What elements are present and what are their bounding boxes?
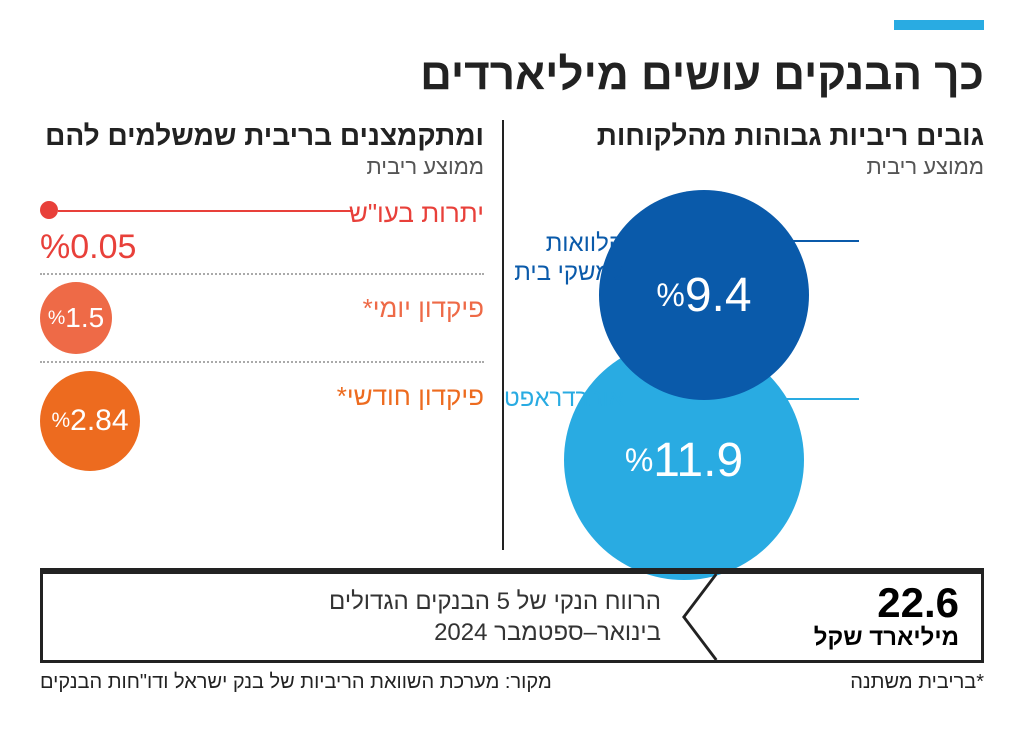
rate-circle: 1.5% (40, 282, 112, 354)
rate-circle-wrap: 2.84% (40, 371, 140, 471)
chevron-icon (681, 574, 721, 660)
right-title: גובים ריביות גבוהות מהלקוחות (504, 120, 984, 152)
bubble-value: 9.4 (685, 268, 752, 323)
percent-sign: % (656, 277, 684, 314)
leader-line (764, 240, 859, 242)
rate-value: 1.5 (65, 302, 104, 334)
callout-desc-line1: הרווח הנקי של 5 הבנקים הגדולים (63, 586, 661, 617)
percent-sign: % (51, 409, 70, 433)
rate-value: 2.84 (70, 404, 128, 438)
rate-circle-wrap: 1.5% (40, 282, 112, 354)
bubble-label-loans: הלוואותלמשקי בית (514, 230, 624, 288)
left-subtitle: ממוצע ריבית (40, 154, 484, 180)
callout-value: 22.6 (743, 582, 959, 624)
callout-unit: מיליארד שקל (743, 624, 959, 652)
bubble-chart: 11.9%9.4%הלוואותלמשקי ביתאוברדראפט (504, 190, 984, 570)
rate-rows: יתרות בעו"ש0.05%פיקדון יומי*1.5%פיקדון ח… (40, 180, 484, 479)
bubble-label-overdraft: אוברדראפט (504, 385, 624, 414)
rate-label: פיקדון יומי* (363, 293, 484, 324)
rate-leader-line (58, 210, 353, 212)
accent-bar (894, 20, 984, 30)
bubble-value: 11.9 (653, 433, 743, 488)
footnote-right: *בריבית משתנה (850, 671, 984, 694)
callout-value-box: 22.6 מיליארד שקל (721, 574, 981, 660)
right-column: גובים ריביות גבוהות מהלקוחות ממוצע ריבית… (504, 120, 984, 560)
footnote-left: מקור: מערכת השוואת הריביות של בנק ישראל … (40, 671, 552, 694)
left-title: ומתקמצנים בריבית שמשלמים להם (40, 120, 484, 152)
percent-sign: % (48, 307, 65, 330)
main-title: כך הבנקים עושים מיליארדים (40, 50, 984, 100)
rate-label: יתרות בעו"ש (349, 198, 484, 229)
rate-circle-wrap (40, 201, 58, 219)
columns: גובים ריביות גבוהות מהלקוחות ממוצע ריבית… (40, 120, 984, 560)
percent-sign: % (625, 442, 653, 479)
rate-circle: 2.84% (40, 371, 140, 471)
bubble-loans: 9.4% (599, 190, 809, 400)
rate-label: פיקדון חודשי* (337, 381, 484, 412)
callout-desc: הרווח הנקי של 5 הבנקים הגדולים בינואר–ספ… (43, 574, 681, 660)
footnotes: *בריבית משתנה מקור: מערכת השוואת הריביות… (40, 671, 984, 694)
right-subtitle: ממוצע ריבית (504, 154, 984, 180)
profit-callout: 22.6 מיליארד שקל הרווח הנקי של 5 הבנקים … (40, 568, 984, 663)
rate-row-monthly: פיקדון חודשי* 2.84% (40, 363, 484, 479)
rate-row-current: יתרות בעו"ש 0.05% (40, 180, 484, 275)
left-column: ומתקמצנים בריבית שמשלמים להם ממוצע ריבית… (40, 120, 504, 560)
rate-value: 0.05% (40, 228, 136, 267)
leader-line (779, 398, 859, 400)
callout-desc-line2: בינואר–ספטמבר 2024 (63, 617, 661, 648)
rate-dot (40, 201, 58, 219)
rate-row-daily: פיקדון יומי* 1.5% (40, 275, 484, 363)
